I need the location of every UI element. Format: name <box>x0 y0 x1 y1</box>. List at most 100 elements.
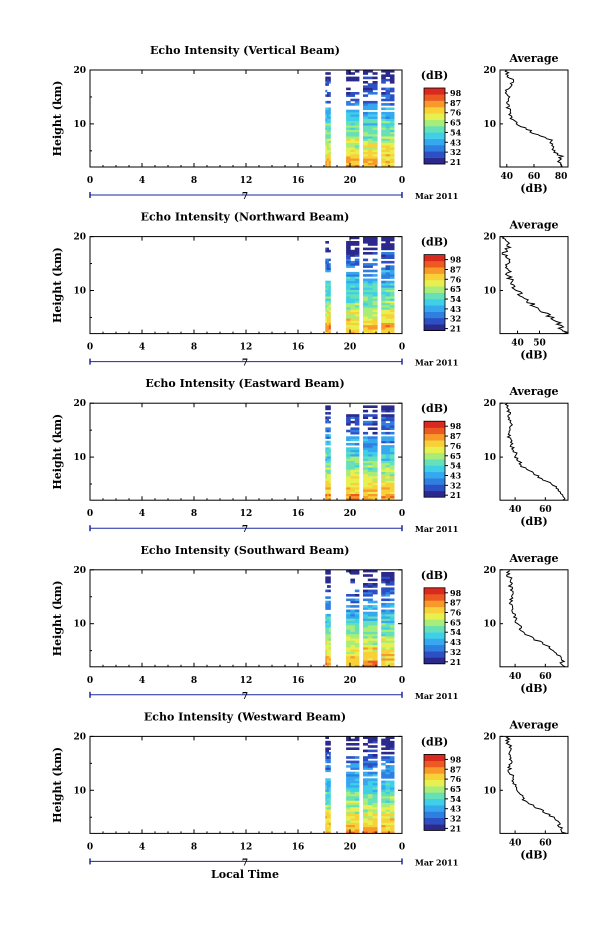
y-tick-label: 20 <box>73 732 86 742</box>
heatmap-cell <box>372 127 378 130</box>
heatmap-cell <box>354 329 360 332</box>
heatmap-cell <box>328 495 331 499</box>
heatmap-cell <box>389 471 395 475</box>
x-tick-label: 0 <box>399 343 405 353</box>
colorbar-segment <box>424 644 445 652</box>
heatmap-cell <box>325 620 328 624</box>
average-title: Average <box>508 219 558 232</box>
heatmap-cell <box>363 449 369 453</box>
heatmap-cell <box>372 241 378 244</box>
heatmap-cell <box>381 162 386 166</box>
heatmap-cell <box>367 302 373 306</box>
heatmap-cell <box>372 423 378 426</box>
heatmap-cell <box>328 94 331 97</box>
x-tick-label: 20 <box>344 343 357 353</box>
heatmap-cell <box>367 826 373 830</box>
heatmap-cell <box>389 822 395 825</box>
heatmap-cell <box>328 480 331 483</box>
heatmap-cell <box>327 418 329 422</box>
heatmap-cell <box>346 298 351 301</box>
heatmap-cell <box>346 449 351 453</box>
heatmap-cell <box>354 572 360 575</box>
heatmap-cell <box>385 489 391 492</box>
heatmap-cell <box>389 638 395 641</box>
heatmap-cell <box>328 818 331 821</box>
heatmap-cell <box>385 580 391 584</box>
heatmap-cell <box>346 798 351 801</box>
heatmap-cell <box>350 329 355 332</box>
heatmap-cell <box>346 309 351 312</box>
heatmap-cell <box>381 495 386 499</box>
heatmap-cell <box>363 771 369 775</box>
heatmap-cell <box>363 804 369 808</box>
heatmap-cell <box>346 469 351 472</box>
y-axis-label: Height (km) <box>51 247 64 323</box>
heatmap-cell <box>327 78 329 82</box>
heatmap-cell <box>385 271 391 275</box>
heatmap-cell <box>367 420 373 424</box>
heatmap-cell <box>346 118 351 122</box>
heatmap-cell <box>350 300 355 304</box>
heatmap-cell <box>346 147 351 150</box>
colorbar-segment <box>424 254 445 262</box>
heatmap-cell <box>328 498 331 501</box>
heatmap-cell <box>328 602 331 606</box>
heatmap-cell <box>389 304 395 308</box>
heatmap-cell <box>325 758 328 761</box>
heatmap-cell <box>381 572 386 575</box>
heatmap-cell <box>363 100 369 104</box>
heatmap-cell <box>327 456 329 459</box>
heatmap-cell <box>325 149 328 152</box>
heatmap-cell <box>381 243 386 246</box>
heatmap-cell <box>354 600 360 604</box>
heatmap-cell <box>354 609 360 613</box>
heatmap-cell <box>327 449 329 453</box>
heatmap-cell <box>350 776 355 779</box>
heatmap-cell <box>346 649 351 652</box>
heatmap-cell <box>346 280 351 284</box>
heatmap-cell <box>354 164 360 168</box>
heatmap-cell <box>367 280 373 284</box>
heatmap-cell <box>327 589 329 593</box>
heatmap-cell <box>363 282 369 286</box>
heatmap-cell <box>346 765 351 768</box>
heatmap-cell <box>385 824 391 828</box>
heatmap-cell <box>381 471 386 475</box>
heatmap-cell <box>328 478 331 481</box>
heatmap-cell <box>363 765 369 768</box>
heatmap-cell <box>325 78 328 82</box>
colorbar-tick-label: 21 <box>450 823 461 833</box>
heatmap-cell <box>328 302 331 306</box>
heatmap-cell <box>350 147 355 150</box>
heatmap-cell <box>389 164 395 168</box>
heatmap-cell <box>385 96 391 100</box>
heatmap-cell <box>381 138 386 141</box>
heatmap-cell <box>389 254 395 257</box>
heatmap-cells <box>325 236 395 334</box>
heatmap-cell <box>327 280 329 284</box>
heatmap-cell <box>325 160 328 163</box>
heatmap-cell <box>346 747 351 750</box>
heatmap-cell <box>350 320 355 323</box>
heatmap-cell <box>346 282 351 286</box>
heatmap-cell <box>367 438 373 442</box>
heatmap-cell <box>389 440 395 444</box>
heatmap-cell <box>389 245 395 248</box>
heatmap-cell <box>354 296 360 299</box>
heatmap-cell <box>350 298 355 301</box>
heatmap-cell <box>354 280 360 284</box>
heatmap-cell <box>354 826 360 830</box>
heatmap-cell <box>367 591 373 595</box>
colorbar-segment <box>424 779 445 787</box>
heatmap-cell <box>327 263 329 266</box>
heatmap-cell <box>363 116 369 119</box>
heatmap-cell <box>346 70 351 73</box>
heatmap-cell <box>350 129 355 133</box>
colorbar-segment <box>424 638 445 646</box>
heatmap-cell <box>372 498 378 501</box>
heatmap-cell <box>363 480 369 483</box>
heatmap-cell <box>354 818 360 821</box>
heatmap-cell <box>346 414 351 417</box>
heatmap-cell <box>328 464 331 468</box>
